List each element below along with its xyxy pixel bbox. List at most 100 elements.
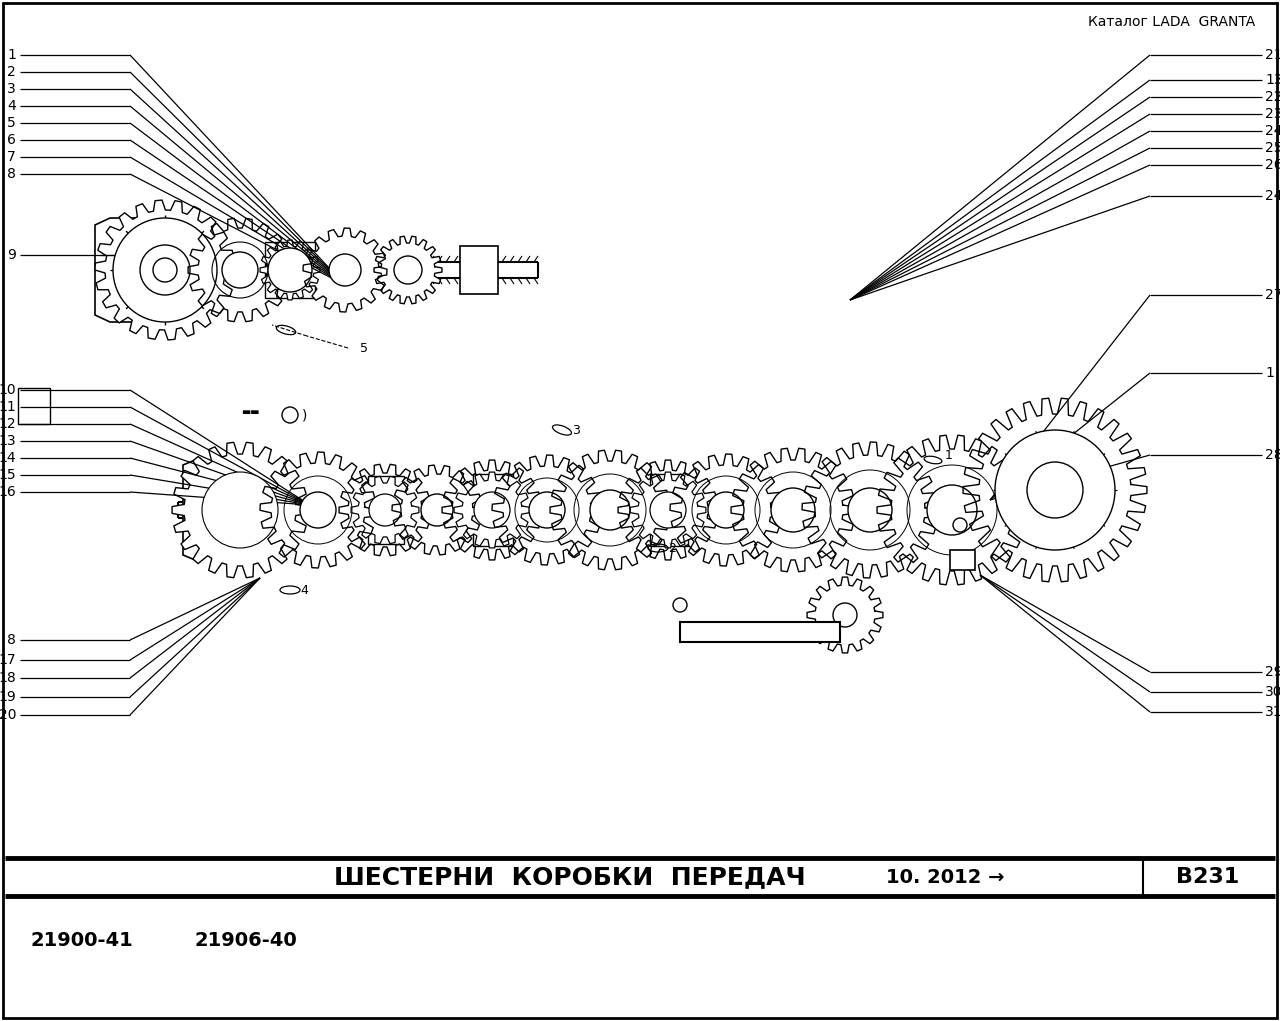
- Circle shape: [220, 490, 260, 530]
- Text: ): ): [302, 408, 307, 422]
- Text: 1: 1: [8, 48, 15, 62]
- Circle shape: [673, 598, 687, 612]
- Polygon shape: [351, 477, 419, 543]
- Bar: [474, 474, 513, 546]
- Circle shape: [849, 488, 892, 532]
- Bar: [650, 474, 689, 546]
- Text: 19: 19: [0, 690, 15, 704]
- Text: 21906-40: 21906-40: [195, 930, 298, 950]
- Text: 4: 4: [8, 99, 15, 113]
- Text: ШЕСТЕРНИ  КОРОБКИ  ПЕРЕДАЧ: ШЕСТЕРНИ КОРОБКИ ПЕРЕДАЧ: [334, 865, 806, 889]
- Text: Каталог LADA  GRANTA: Каталог LADA GRANTA: [1088, 15, 1254, 29]
- Polygon shape: [454, 472, 530, 548]
- Text: 4: 4: [300, 583, 308, 596]
- Circle shape: [474, 492, 509, 528]
- Polygon shape: [669, 454, 782, 566]
- Polygon shape: [95, 218, 145, 322]
- Text: 23: 23: [1265, 107, 1280, 121]
- Bar: [950, 550, 975, 570]
- Circle shape: [394, 256, 422, 284]
- Text: 5: 5: [8, 116, 15, 130]
- Text: 8: 8: [8, 633, 15, 647]
- Text: 5: 5: [360, 341, 369, 354]
- Circle shape: [113, 218, 218, 322]
- Text: 18: 18: [0, 671, 15, 685]
- Text: 30: 30: [1265, 685, 1280, 699]
- Circle shape: [833, 603, 858, 627]
- Text: 13: 13: [1265, 72, 1280, 87]
- Text: 29: 29: [1265, 665, 1280, 679]
- Polygon shape: [260, 240, 320, 300]
- Circle shape: [154, 258, 177, 282]
- Text: 16: 16: [0, 485, 15, 499]
- Text: 11: 11: [0, 400, 15, 414]
- Text: 1: 1: [1265, 366, 1274, 380]
- Text: 13: 13: [0, 434, 15, 448]
- Text: 2: 2: [8, 65, 15, 79]
- Circle shape: [421, 494, 453, 526]
- Polygon shape: [374, 236, 442, 304]
- Text: 17: 17: [0, 653, 15, 667]
- Text: 10. 2012 →: 10. 2012 →: [886, 868, 1005, 886]
- Bar: [680, 622, 840, 642]
- Text: 12: 12: [0, 417, 15, 431]
- Text: 1: 1: [945, 448, 952, 461]
- Text: 21900-41: 21900-41: [29, 930, 133, 950]
- Circle shape: [995, 430, 1115, 550]
- Circle shape: [268, 248, 312, 292]
- Circle shape: [140, 245, 189, 295]
- Text: 24: 24: [1265, 189, 1280, 203]
- Circle shape: [282, 407, 298, 423]
- Text: 26: 26: [1265, 158, 1280, 172]
- Polygon shape: [618, 460, 718, 560]
- Text: 8: 8: [8, 167, 15, 181]
- Circle shape: [1027, 461, 1083, 518]
- Text: 31: 31: [1265, 704, 1280, 719]
- Text: 21: 21: [1265, 48, 1280, 62]
- Text: B231: B231: [1176, 867, 1239, 887]
- Text: 25: 25: [1265, 141, 1280, 155]
- Polygon shape: [492, 455, 602, 565]
- Bar: [265, 242, 315, 298]
- Text: 14: 14: [0, 451, 15, 465]
- Polygon shape: [339, 465, 431, 555]
- Circle shape: [300, 492, 335, 528]
- Polygon shape: [172, 442, 308, 578]
- Polygon shape: [731, 448, 855, 572]
- Circle shape: [927, 485, 977, 535]
- Polygon shape: [803, 442, 938, 578]
- Circle shape: [650, 492, 686, 528]
- Polygon shape: [442, 460, 541, 560]
- Bar: [369, 476, 404, 544]
- Text: 7: 7: [8, 150, 15, 164]
- Text: 10: 10: [0, 383, 15, 397]
- Text: 9: 9: [8, 248, 15, 262]
- Circle shape: [329, 254, 361, 286]
- Text: 3: 3: [572, 424, 580, 437]
- Text: 22: 22: [1265, 90, 1280, 104]
- Circle shape: [202, 472, 278, 548]
- Circle shape: [221, 252, 259, 288]
- Circle shape: [954, 518, 966, 532]
- Text: 3: 3: [8, 82, 15, 96]
- Polygon shape: [630, 472, 705, 548]
- Bar: [18, 388, 50, 424]
- Polygon shape: [260, 452, 376, 568]
- Polygon shape: [550, 450, 669, 570]
- Text: 6: 6: [8, 133, 15, 147]
- Polygon shape: [188, 218, 292, 322]
- Circle shape: [590, 490, 630, 530]
- Text: 24: 24: [1265, 124, 1280, 138]
- Text: ▬▬: ▬▬: [241, 407, 260, 417]
- Circle shape: [771, 488, 815, 532]
- Bar: [460, 246, 498, 294]
- Polygon shape: [303, 228, 387, 312]
- Text: 2: 2: [668, 541, 676, 554]
- Polygon shape: [392, 466, 483, 554]
- Text: 28: 28: [1265, 448, 1280, 461]
- Polygon shape: [95, 200, 236, 340]
- Polygon shape: [963, 398, 1147, 582]
- Circle shape: [529, 492, 564, 528]
- Text: 15: 15: [0, 468, 15, 482]
- Polygon shape: [877, 435, 1027, 585]
